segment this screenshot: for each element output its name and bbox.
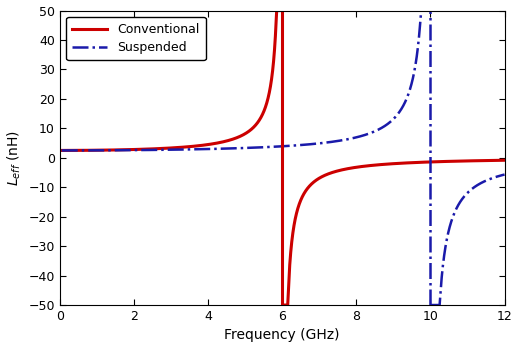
Legend: Conventional, Suspended: Conventional, Suspended xyxy=(66,17,206,60)
X-axis label: Frequency (GHz): Frequency (GHz) xyxy=(224,329,340,342)
Y-axis label: $L_{eff}$ (nH): $L_{eff}$ (nH) xyxy=(6,130,23,186)
